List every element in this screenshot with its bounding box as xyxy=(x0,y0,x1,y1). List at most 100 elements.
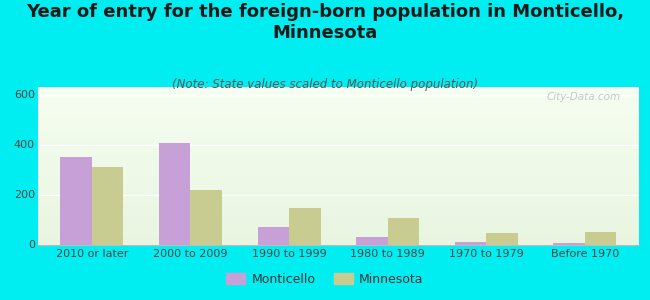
Bar xyxy=(38,161,639,163)
Bar xyxy=(38,155,639,156)
Bar xyxy=(38,134,639,136)
Bar xyxy=(38,188,639,189)
Bar xyxy=(38,163,639,164)
Bar xyxy=(38,158,639,159)
Bar xyxy=(38,116,639,117)
Bar xyxy=(38,202,639,203)
Bar xyxy=(92,167,124,244)
Bar xyxy=(38,235,639,237)
Bar xyxy=(38,219,639,221)
Bar xyxy=(159,143,190,244)
Bar xyxy=(38,196,639,197)
Bar xyxy=(38,233,639,235)
Bar xyxy=(38,139,639,140)
Bar xyxy=(38,111,639,112)
Bar xyxy=(190,190,222,244)
Bar xyxy=(38,137,639,139)
Bar xyxy=(356,237,387,244)
Legend: Monticello, Minnesota: Monticello, Minnesota xyxy=(222,268,428,291)
Bar xyxy=(38,230,639,232)
Bar xyxy=(38,140,639,142)
Bar xyxy=(38,238,639,240)
Bar xyxy=(38,120,639,122)
Bar xyxy=(38,208,639,210)
Bar xyxy=(38,128,639,130)
Bar xyxy=(257,227,289,244)
Bar xyxy=(38,98,639,100)
Bar xyxy=(38,191,639,193)
Bar xyxy=(38,159,639,161)
Bar xyxy=(38,199,639,200)
Bar xyxy=(387,218,419,244)
Bar xyxy=(60,157,92,244)
Bar xyxy=(38,97,639,98)
Bar xyxy=(38,144,639,145)
Bar xyxy=(38,90,639,92)
Bar xyxy=(38,183,639,184)
Bar xyxy=(38,172,639,174)
Bar xyxy=(38,112,639,114)
Bar xyxy=(38,205,639,207)
Bar xyxy=(38,156,639,158)
Bar xyxy=(38,186,639,188)
Bar xyxy=(585,232,616,244)
Bar xyxy=(38,133,639,134)
Bar xyxy=(38,153,639,155)
Bar xyxy=(38,152,639,153)
Bar xyxy=(38,147,639,148)
Bar xyxy=(38,166,639,167)
Bar xyxy=(38,100,639,101)
Bar xyxy=(38,167,639,169)
Bar xyxy=(454,242,486,244)
Text: (Note: State values scaled to Monticello population): (Note: State values scaled to Monticello… xyxy=(172,78,478,91)
Bar xyxy=(38,193,639,194)
Bar xyxy=(38,164,639,166)
Bar xyxy=(38,123,639,125)
Bar xyxy=(38,197,639,199)
Bar xyxy=(38,170,639,172)
Bar xyxy=(38,189,639,191)
Bar xyxy=(38,148,639,150)
Bar xyxy=(38,227,639,229)
Bar xyxy=(38,174,639,175)
Bar xyxy=(38,106,639,107)
Bar xyxy=(38,180,639,182)
Bar xyxy=(38,131,639,133)
Bar xyxy=(38,221,639,223)
Bar xyxy=(38,182,639,183)
Bar xyxy=(38,177,639,178)
Bar xyxy=(38,169,639,170)
Bar xyxy=(38,122,639,123)
Bar xyxy=(289,208,320,244)
Bar xyxy=(38,101,639,103)
Bar xyxy=(38,117,639,118)
Bar xyxy=(38,145,639,147)
Bar xyxy=(38,207,639,208)
Bar xyxy=(38,213,639,214)
Bar xyxy=(38,125,639,126)
Bar xyxy=(38,194,639,196)
Bar xyxy=(38,212,639,213)
Bar xyxy=(38,229,639,230)
Bar xyxy=(38,118,639,120)
Bar xyxy=(38,216,639,218)
Bar xyxy=(38,241,639,243)
Bar xyxy=(38,87,639,88)
Bar xyxy=(38,203,639,205)
Bar xyxy=(38,150,639,152)
Bar xyxy=(38,107,639,109)
Bar xyxy=(38,93,639,95)
Bar xyxy=(38,88,639,90)
Bar xyxy=(38,232,639,233)
Text: City-Data.com: City-Data.com xyxy=(547,92,621,102)
Bar xyxy=(38,218,639,219)
Bar xyxy=(38,130,639,131)
Bar xyxy=(38,210,639,212)
Bar xyxy=(38,237,639,238)
Bar xyxy=(38,109,639,111)
Text: Year of entry for the foreign-born population in Monticello,
Minnesota: Year of entry for the foreign-born popul… xyxy=(26,3,624,42)
Bar xyxy=(38,240,639,241)
Bar xyxy=(38,92,639,93)
Bar xyxy=(38,184,639,186)
Bar xyxy=(38,142,639,144)
